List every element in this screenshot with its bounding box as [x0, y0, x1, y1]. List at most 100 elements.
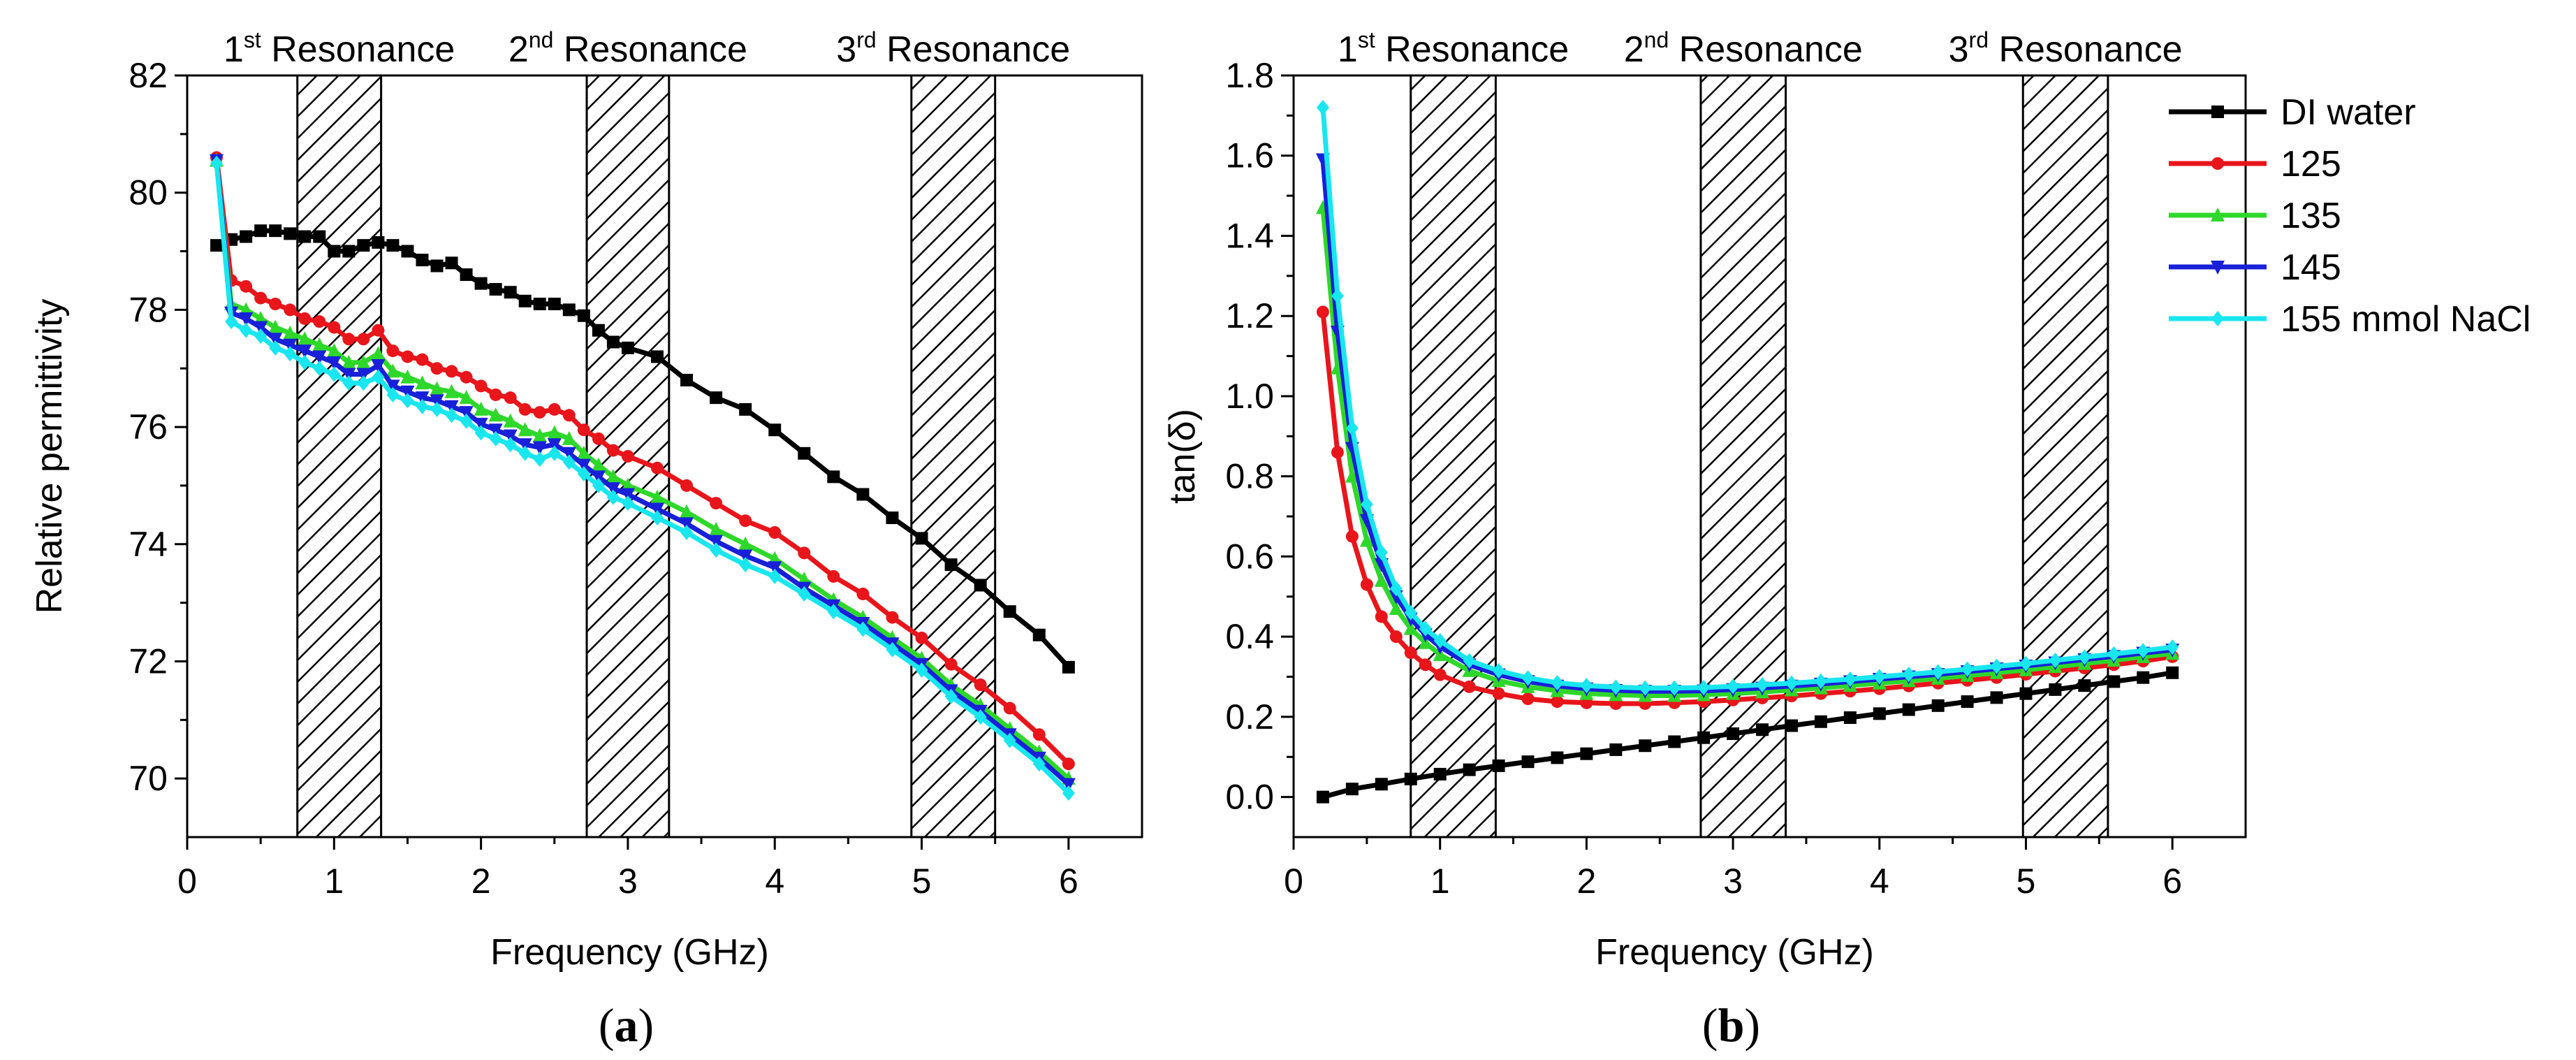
resonance-ordinal-suffix: rd: [1969, 27, 1989, 52]
resonance-text: Resonance: [1989, 29, 2183, 70]
panel-b-y-tick-label: 0.0: [1225, 778, 1274, 817]
legend: DI water 125 135 145 155 mmol NaCl: [2169, 92, 2531, 340]
panel-a-series-2-point: [254, 291, 268, 305]
panel-a-series-1-point: [298, 230, 312, 243]
panel-a-series-4-point: [518, 438, 532, 453]
panel-b-series-5-point: [1609, 679, 1623, 695]
panel-a-series-1-point: [445, 256, 458, 270]
resonance-ordinal: 2: [508, 29, 529, 70]
panel-a-series-4-point: [298, 344, 312, 359]
panel-a-series-4-point: [400, 385, 415, 400]
resonance-ordinal: 1: [1338, 29, 1358, 70]
panel-a-series-4-point: [474, 417, 488, 432]
panel-a-series-1-point: [430, 259, 444, 273]
panel-a-series-2-point: [944, 658, 958, 671]
panel-a-series-4-point: [606, 482, 620, 497]
panel-a-series-3-point: [591, 457, 606, 472]
panel-b-series-1-point: [1843, 711, 1857, 725]
panel-b-series-1-point: [1433, 767, 1447, 781]
legend-marker-3: [2211, 208, 2225, 222]
panel-b-x-tick-label: 5: [2017, 862, 2036, 901]
panel-a-series-1-point: [827, 470, 840, 484]
panel-a-series-3-point: [400, 369, 415, 384]
resonance-ordinal-suffix: st: [1358, 27, 1375, 52]
panel-a-series-3-point: [386, 363, 400, 378]
panel-label-close: ): [638, 999, 654, 1052]
panel-a-series-4-point: [254, 321, 268, 335]
panel-a-series-2: [210, 151, 1075, 771]
panel-a-series-5-point: [1032, 756, 1046, 772]
panel-a-series-5-point: [518, 445, 532, 461]
panel-b-series-2-point: [1463, 680, 1476, 693]
panel-a-series-3-point: [459, 390, 474, 405]
panel-b-series-1-point: [2137, 671, 2150, 684]
resonance-ordinal-suffix: rd: [856, 27, 876, 52]
panel-b-series-5-point: [1331, 288, 1344, 304]
panel-a-series-5-point: [269, 340, 282, 356]
panel-a-series-5-point: [357, 375, 370, 391]
panel-a-series-1-point: [416, 254, 429, 267]
panel-b-series-5-point: [1697, 680, 1711, 696]
panel-a-series-3-point: [576, 445, 591, 460]
panel-a-series-2-point: [372, 324, 385, 337]
panel-a-series-5-point: [445, 407, 458, 423]
panel-a-series-2-point: [886, 611, 899, 624]
panel-a-series-5-point: [240, 322, 253, 338]
panel-b-series-1-point: [1345, 783, 1359, 796]
panel-a-series-1-point: [269, 224, 282, 238]
panel-a-series-3-point: [606, 469, 620, 484]
panel-a-series-3-point: [430, 381, 444, 395]
panel-a-series-1-point: [240, 230, 253, 243]
panel-b-series-1-point: [1902, 703, 1915, 716]
panel-b-series-5: [1316, 99, 2179, 696]
panel-a-series-2-point: [768, 526, 782, 539]
panel-b-series-1-point: [1961, 695, 1974, 709]
panel-b-series-1-point: [1492, 759, 1505, 772]
panel-a-y-tick-label: 72: [129, 641, 168, 681]
panel-a-x-tick-label: 4: [765, 862, 784, 901]
panel-a-series-2-point: [298, 312, 312, 325]
panel-a-series-5-point: [562, 454, 576, 470]
panel-a-series-1-point: [650, 350, 664, 363]
panel-a-series-2-point: [240, 279, 253, 293]
panel-a-series-2-point: [856, 588, 870, 601]
panel-a-resonance-label-3: 3rd Resonance: [836, 27, 1070, 70]
panel-a-series-2-point: [798, 546, 811, 560]
panel-a-series-3-point: [503, 413, 518, 428]
panel-a-series-1-point: [944, 558, 958, 572]
panel-b-resonance-band-2: [1699, 74, 1787, 838]
panel-b-x-tick-label: 1: [1430, 862, 1450, 901]
panel-a-series-2-point: [577, 423, 590, 437]
panel-b-y-tick-label: 0.4: [1225, 617, 1274, 656]
panel-a-series-5-point: [827, 604, 840, 620]
panel-b-series-5-point: [1404, 604, 1417, 620]
legend-marker-5: [2211, 311, 2224, 326]
panel-a-resonance-band-1: [296, 74, 383, 838]
panel-a-series-1-point: [313, 230, 326, 243]
panel-b-axes-frame: [1292, 74, 2247, 838]
panel-b-series-1-point: [1580, 747, 1593, 760]
panel-b-series-1-point: [1814, 715, 1827, 728]
panel-b-series-5-point: [1931, 664, 1945, 680]
panel-a-series-5-point: [460, 413, 473, 429]
panel-a-series-5-point: [1003, 732, 1016, 748]
panel-b-series-1-point: [1990, 691, 2003, 704]
panel-a-series-4-point: [371, 359, 386, 374]
panel-b-resonance-label-3: 3rd Resonance: [1949, 27, 2183, 70]
panel-a-series-2-point: [460, 370, 473, 384]
panel-a-series-5-point: [606, 489, 620, 505]
panel-a-series-2-point: [1003, 702, 1016, 715]
legend-entry-1: DI water: [2281, 92, 2416, 133]
panel-a-series-5-point: [710, 542, 723, 558]
panel-a-series-1-point: [254, 224, 268, 238]
panel-a-y-axis-title: Relative permittivity: [29, 299, 70, 614]
resonance-ordinal-suffix: nd: [1644, 27, 1669, 52]
panel-a-series-4-point: [459, 406, 474, 421]
panel-b-series-2-point: [1521, 692, 1535, 706]
panel-b-series-1-point: [1639, 739, 1652, 753]
panel-a-series-1-point: [886, 511, 899, 525]
panel-a-series-5-point: [592, 477, 605, 493]
panel-a-series-1-point: [386, 239, 400, 252]
panel-b-y-tick-label: 0.8: [1225, 457, 1274, 496]
